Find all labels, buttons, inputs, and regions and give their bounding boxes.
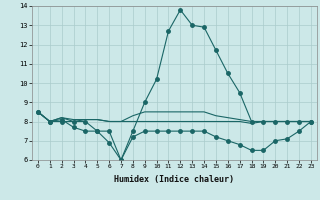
X-axis label: Humidex (Indice chaleur): Humidex (Indice chaleur) xyxy=(115,175,234,184)
